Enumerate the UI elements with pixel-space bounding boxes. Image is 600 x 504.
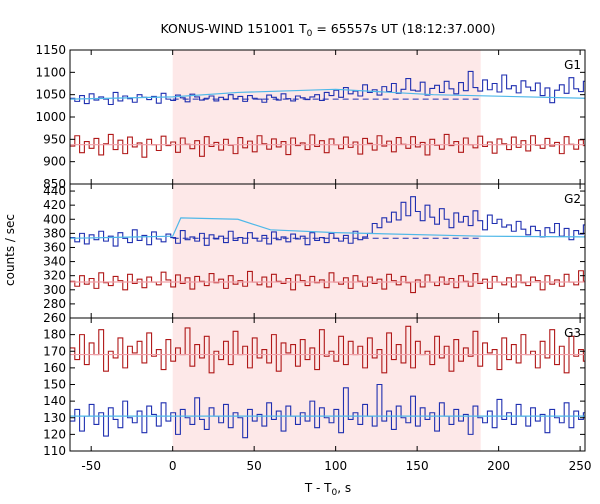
y-tick-label: 130 — [43, 411, 66, 425]
y-tick-label: 1100 — [35, 65, 66, 79]
y-tick-label: 400 — [43, 212, 66, 226]
panel-label: G2 — [564, 192, 581, 206]
y-tick-label: 120 — [43, 427, 66, 441]
y-tick-label: 950 — [43, 132, 66, 146]
series-line-1 — [70, 325, 585, 374]
y-tick-label: 180 — [43, 328, 66, 342]
chart-panels: 8509009501000105011001150G12602803003203… — [35, 43, 591, 473]
y-tick-label: 150 — [43, 378, 66, 392]
y-tick-label: 380 — [43, 226, 66, 240]
chart-title: KONUS-WIND 151001 T0 = 65557s UT (18:12:… — [160, 21, 495, 39]
highlight-region — [172, 318, 481, 451]
fit-line-1 — [69, 217, 586, 239]
y-tick-label: 850 — [43, 177, 66, 191]
fit-line-1 — [69, 88, 586, 100]
y-tick-label: 260 — [43, 311, 66, 325]
series-line-2 — [70, 133, 585, 158]
y-axis-label: counts / sec — [3, 214, 17, 286]
y-tick-label: 420 — [43, 198, 66, 212]
y-tick-label: 340 — [43, 255, 66, 269]
x-tick-label: 250 — [569, 459, 592, 473]
y-tick-label: 160 — [43, 361, 66, 375]
series-line-1 — [70, 196, 585, 247]
x-tick-label: 0 — [169, 459, 177, 473]
y-tick-label: 1000 — [35, 110, 66, 124]
y-tick-label: 280 — [43, 297, 66, 311]
y-tick-label: 110 — [43, 444, 66, 458]
highlight-region — [172, 184, 481, 318]
series-line-2 — [70, 383, 585, 439]
y-tick-label: 140 — [43, 394, 66, 408]
x-tick-label: -50 — [81, 459, 101, 473]
x-tick-label: 50 — [247, 459, 262, 473]
y-tick-label: 170 — [43, 344, 66, 358]
series-line-1 — [70, 70, 585, 106]
x-tick-label: 100 — [324, 459, 347, 473]
y-tick-label: 1050 — [35, 88, 66, 102]
y-tick-label: 440 — [43, 184, 66, 198]
y-tick-label: 1150 — [35, 43, 66, 57]
panel-g1: 850 900 950 1000 1050 1100 1150 G1 — [35, 43, 586, 191]
x-tick-label: 150 — [406, 459, 429, 473]
panel-label: G1 — [564, 58, 581, 72]
x-tick-label: 200 — [487, 459, 510, 473]
y-tick-label: 900 — [43, 155, 66, 169]
y-tick-label: 320 — [43, 269, 66, 283]
y-tick-label: 360 — [43, 240, 66, 254]
highlight-region — [172, 50, 481, 184]
panel-g3: 110 120 130 140 150 160 170 180 G3 — [43, 317, 586, 458]
x-axis-label: T - T0, s — [304, 481, 351, 498]
panel-label: G3 — [564, 326, 581, 340]
y-tick-label: 300 — [43, 283, 66, 297]
